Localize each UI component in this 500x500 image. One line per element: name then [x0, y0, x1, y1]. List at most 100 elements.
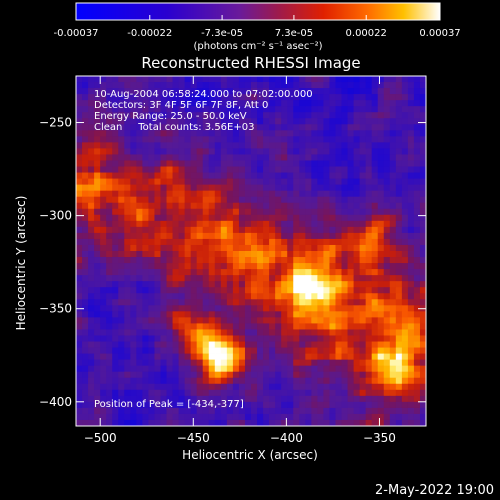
heatmap-cell: [263, 196, 270, 204]
heatmap-cell: [244, 166, 252, 173]
heatmap-cell: [130, 196, 137, 204]
heatmap-cell: [365, 88, 373, 95]
heatmap-cell: [347, 323, 354, 330]
heatmap-cell: [287, 238, 294, 246]
heatmap-cell: [214, 118, 222, 125]
heatmap-cell: [275, 184, 282, 192]
heatmap-cell: [160, 347, 167, 354]
heatmap-cell: [413, 341, 421, 348]
heatmap-cell: [106, 293, 113, 300]
heatmap-cell: [401, 377, 409, 385]
heatmap-cell: [281, 226, 288, 234]
heatmap-cell: [220, 202, 228, 210]
heatmap-cell: [257, 88, 264, 95]
heatmap-cell: [395, 172, 403, 179]
heatmap-cell: [353, 287, 361, 294]
heatmap-cell: [76, 142, 83, 149]
heatmap-cell: [238, 287, 246, 294]
heatmap-cell: [407, 178, 415, 186]
heatmap-cell: [208, 154, 216, 161]
heatmap-cell: [251, 359, 258, 367]
heatmap-cell: [106, 419, 113, 426]
heatmap-cell: [184, 160, 192, 167]
heatmap-cell: [329, 154, 336, 161]
heatmap-cell: [136, 389, 143, 397]
heatmap-cell: [88, 106, 95, 113]
heatmap-cell: [202, 293, 210, 300]
heatmap-cell: [232, 329, 240, 336]
heatmap-cell: [166, 413, 173, 421]
heatmap-cell: [100, 94, 107, 101]
heatmap-cell: [293, 172, 300, 179]
heatmap-cell: [257, 142, 264, 149]
heatmap-cell: [136, 130, 143, 137]
heatmap-cell: [106, 305, 113, 312]
heatmap-cell: [407, 383, 415, 391]
heatmap-cell: [383, 413, 391, 421]
heatmap-cell: [311, 419, 318, 426]
annotation-energy-range: Energy Range: 25.0 - 50.0 keV: [94, 111, 247, 122]
heatmap-cell: [202, 88, 210, 95]
heatmap-cell: [214, 335, 222, 342]
heatmap-cell: [244, 76, 252, 83]
heatmap-cell: [202, 106, 210, 113]
heatmap-cell: [419, 275, 426, 282]
heatmap-cell: [257, 154, 264, 161]
heatmap-cell: [136, 106, 143, 113]
heatmap-cell: [244, 130, 252, 137]
heatmap-cell: [118, 178, 125, 186]
heatmap-cell: [389, 263, 397, 270]
heatmap-cell: [281, 202, 288, 210]
heatmap-cell: [287, 184, 294, 192]
heatmap-cell: [124, 317, 131, 324]
heatmap-cell: [323, 154, 330, 161]
heatmap-cell: [130, 202, 137, 210]
heatmap-cell: [371, 184, 379, 192]
heatmap-cell: [142, 118, 149, 125]
heatmap-cell: [196, 82, 204, 89]
heatmap-cell: [220, 413, 228, 421]
heatmap-cell: [208, 160, 216, 167]
heatmap-cell: [335, 214, 342, 222]
heatmap-cell: [232, 94, 240, 101]
heatmap-cell: [172, 100, 179, 107]
heatmap-cell: [118, 329, 125, 336]
heatmap-cell: [136, 353, 143, 361]
heatmap-cell: [130, 172, 137, 179]
heatmap-cell: [94, 371, 101, 379]
heatmap-cell: [178, 196, 186, 204]
heatmap-cell: [413, 413, 421, 421]
heatmap-cell: [323, 244, 330, 252]
heatmap-cell: [359, 263, 367, 270]
heatmap-cell: [178, 299, 186, 306]
heatmap-cell: [244, 269, 252, 276]
heatmap-cell: [232, 148, 240, 155]
heatmap-cell: [401, 82, 409, 89]
heatmap-cell: [178, 419, 186, 426]
heatmap-cell: [401, 269, 409, 276]
heatmap-cell: [305, 214, 312, 222]
heatmap-cell: [287, 377, 294, 385]
heatmap-cell: [142, 305, 149, 312]
heatmap-cell: [263, 317, 270, 324]
heatmap-cell: [76, 214, 83, 222]
heatmap-cell: [293, 238, 300, 246]
heatmap-cell: [413, 293, 421, 300]
heatmap-cell: [82, 208, 89, 216]
heatmap-cell: [112, 172, 119, 179]
heatmap-cell: [112, 106, 119, 113]
heatmap-cell: [202, 413, 210, 421]
heatmap-cell: [341, 257, 348, 264]
heatmap-cell: [154, 335, 161, 342]
heatmap-cell: [76, 202, 83, 210]
heatmap-cell: [263, 130, 270, 137]
heatmap-cell: [100, 214, 107, 222]
heatmap-cell: [124, 335, 131, 342]
heatmap-cell: [106, 317, 113, 324]
heatmap-cell: [371, 317, 379, 324]
heatmap-cell: [389, 257, 397, 264]
heatmap-cell: [130, 353, 137, 361]
heatmap-cell: [413, 275, 421, 282]
heatmap-cell: [287, 82, 294, 89]
heatmap-cell: [299, 220, 306, 228]
